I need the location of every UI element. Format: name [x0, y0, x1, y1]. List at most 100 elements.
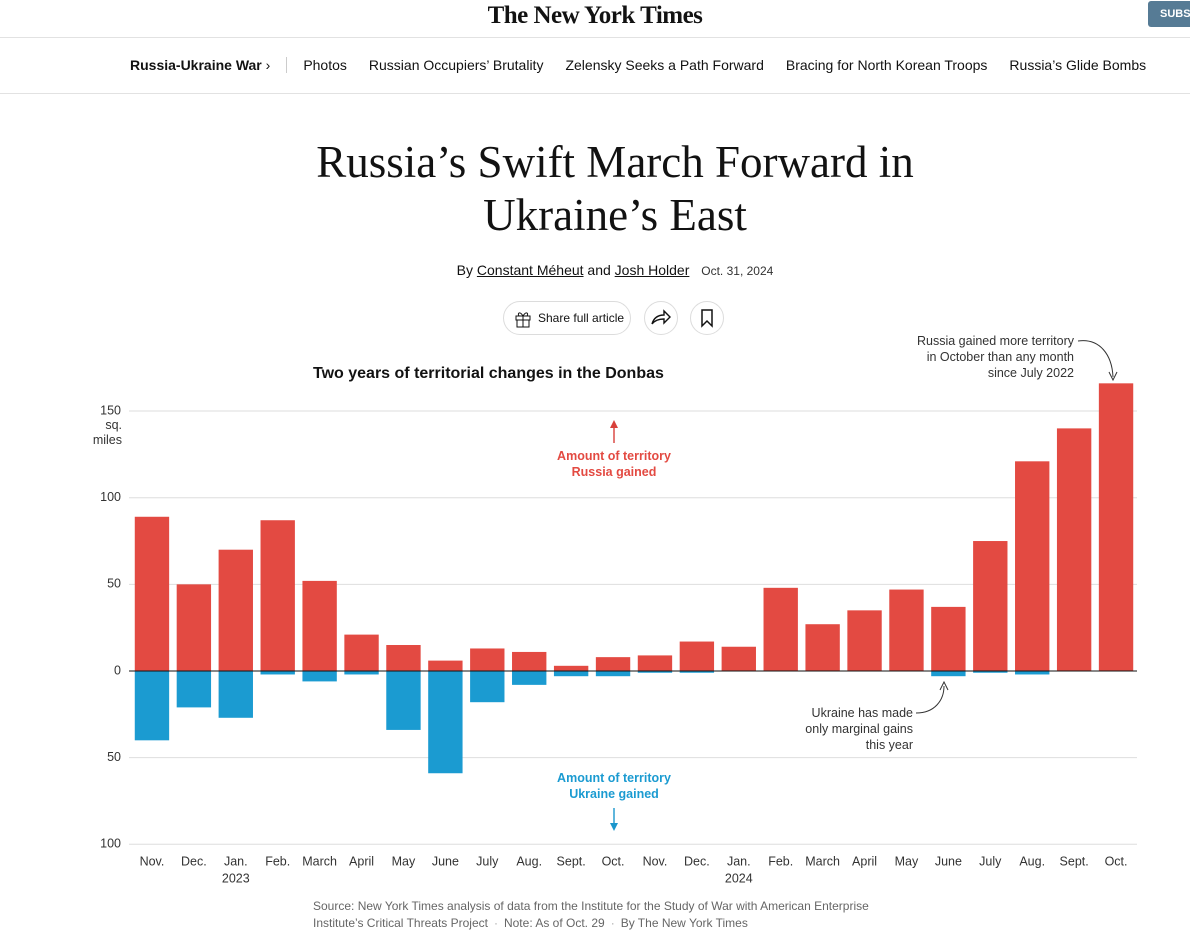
y-tick-label: 0	[114, 663, 121, 677]
bar	[595, 657, 631, 672]
x-tick-label: Oct.	[602, 854, 625, 868]
share-button[interactable]: Share full article	[503, 301, 631, 335]
bar	[553, 665, 589, 672]
x-tick-label: Oct.	[1105, 854, 1128, 868]
credit: By The New York Times	[620, 916, 748, 930]
bar	[679, 641, 715, 672]
rule	[0, 93, 1190, 94]
bar	[1015, 671, 1050, 675]
nav-item[interactable]: Bracing for North Korean Troops	[785, 57, 988, 73]
callout-arrow	[1077, 340, 1114, 378]
bar	[470, 648, 505, 672]
bar	[218, 671, 253, 718]
x-tick-label: June	[935, 854, 962, 868]
separator	[286, 57, 288, 73]
author[interactable]: Josh Holder	[614, 262, 690, 278]
share-icon-button[interactable]	[644, 301, 678, 335]
bar	[176, 671, 212, 708]
bar	[1098, 383, 1134, 672]
nav-item[interactable]: Russia’s Glide Bombs	[1009, 57, 1147, 73]
x-tick-label: Jan.	[224, 854, 248, 868]
bar	[721, 646, 756, 672]
callout-arrowhead	[1108, 371, 1118, 382]
bar	[260, 520, 295, 672]
chart-title: Two years of territorial changes in the …	[313, 365, 664, 382]
x-tick-label: Dec.	[181, 854, 207, 868]
bar	[344, 671, 379, 675]
x-tick-label: Jan.	[727, 854, 751, 868]
x-tick-label: May	[895, 854, 919, 868]
headline: Russia’s Swift March Forward in Ukraine’…	[316, 137, 914, 240]
bar	[260, 671, 295, 675]
bar	[176, 584, 212, 672]
series-label: Amount of territory Russia gained	[557, 449, 671, 479]
x-tick-label: July	[476, 854, 499, 868]
bar	[512, 651, 547, 672]
x-tick-label: Nov.	[140, 854, 165, 868]
bar	[512, 671, 547, 685]
by: By	[456, 262, 474, 278]
arrowhead	[610, 420, 618, 428]
y-tick-label: 100	[100, 490, 121, 504]
bookmark-button[interactable]	[690, 301, 724, 335]
bar	[889, 589, 924, 672]
logo[interactable]: The New York Times	[487, 2, 703, 29]
bar	[302, 580, 337, 672]
source-note: Source: New York Times analysis of data …	[313, 899, 869, 930]
y-tick-label: 100	[100, 837, 121, 851]
gift-icon	[515, 312, 531, 328]
bar	[973, 541, 1008, 672]
callout: Russia gained more territory in October …	[916, 334, 1074, 380]
callout-arrowhead	[939, 680, 949, 691]
nav-item[interactable]: Photos	[303, 57, 347, 73]
y-unit: sq. miles	[92, 418, 122, 447]
bar	[386, 671, 421, 730]
bar	[134, 516, 170, 672]
x-tick-label: May	[392, 854, 416, 868]
byline: By Constant Méheut and Josh Holder Oct. …	[0, 262, 1190, 278]
share-label: Share full article	[538, 311, 625, 325]
x-tick-label: Sept.	[557, 854, 586, 868]
bar	[931, 671, 966, 677]
bar	[134, 671, 170, 741]
callout: Ukraine has made only marginal gains thi…	[805, 706, 913, 752]
x-tick-label: Sept.	[1060, 854, 1089, 868]
x-tick-label: Aug.	[1019, 854, 1045, 868]
source: Source: New York Times analysis of data …	[313, 899, 869, 930]
date: Oct. 31, 2024	[701, 264, 774, 278]
and: and	[587, 262, 611, 278]
bar	[428, 660, 463, 672]
chevron: ›	[261, 57, 271, 73]
year-label: 2023	[222, 871, 250, 885]
bookmark-icon	[701, 309, 713, 328]
y-tick-label: 50	[107, 750, 121, 764]
bar	[763, 587, 798, 672]
bar	[553, 671, 589, 677]
bar	[637, 655, 673, 672]
bar	[302, 671, 337, 682]
note: Note: As of Oct. 29	[503, 916, 605, 930]
series-label: Amount of territory Ukraine gained	[557, 771, 671, 801]
x-tick-label: Feb.	[768, 854, 793, 868]
bar	[931, 606, 966, 672]
bar	[218, 549, 253, 672]
x-tick-label: March	[302, 854, 337, 868]
rule	[0, 37, 1190, 38]
bar	[470, 671, 505, 703]
bar	[344, 634, 379, 672]
bar	[679, 671, 715, 673]
bar	[1056, 428, 1092, 672]
share-icon	[651, 309, 671, 325]
x-tick-label: April	[852, 854, 877, 868]
nav-section[interactable]: Russia-Ukraine War	[130, 57, 262, 73]
nav-item[interactable]: Zelensky Seeks a Path Forward	[565, 57, 764, 73]
callout-arrow	[915, 685, 945, 714]
nav: Russia-Ukraine War › Photos Russian Occup…	[130, 57, 1168, 73]
subscribe-button[interactable]: SUBS	[1148, 1, 1190, 27]
x-tick-label: April	[349, 854, 374, 868]
nav-item[interactable]: Russian Occupiers’ Brutality	[368, 57, 544, 73]
author[interactable]: Constant Méheut	[476, 262, 584, 278]
x-tick-label: March	[805, 854, 840, 868]
